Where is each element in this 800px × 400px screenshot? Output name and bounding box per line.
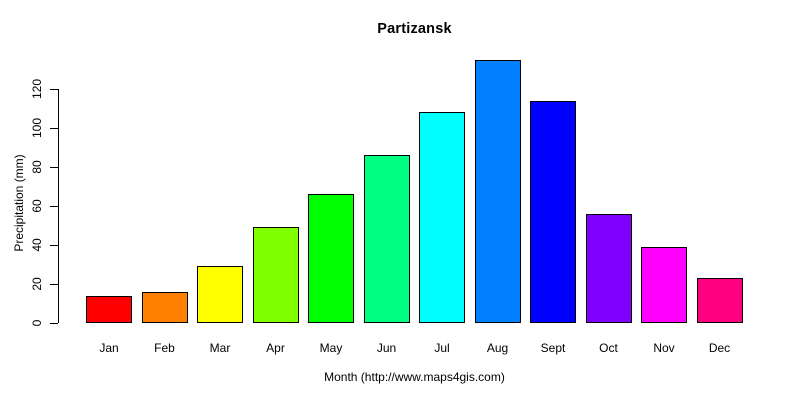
bar-feb [141,291,188,323]
bar-jan [86,295,132,323]
bar-nov [641,246,687,323]
x-tick-label-jul: Jul [434,341,450,355]
y-axis-tick [50,245,58,247]
y-axis-tick-label: 120 [30,78,44,100]
x-axis-label: Month (http://www.maps4gis.com) [324,370,505,384]
chart-title: Partizansk [377,21,452,37]
y-axis-tick [50,323,58,325]
x-tick-label-oct: Oct [599,341,618,355]
x-tick-label-nov: Nov [653,341,675,355]
bar-may [308,194,354,323]
y-axis-tick [50,128,58,130]
x-tick-label-aug: Aug [486,341,509,355]
bar-apr [252,227,299,323]
y-axis-line [58,89,60,323]
y-axis-tick [50,167,58,169]
y-axis-tick-label: 40 [30,238,44,252]
y-axis-tick-label: 60 [30,199,44,213]
x-tick-label-dec: Dec [708,341,731,355]
y-axis-tick-label: 80 [30,160,44,174]
y-axis-tick-label: 100 [30,117,44,139]
bar-aug [474,59,521,323]
y-axis-label: Precipitation (mm) [12,154,26,252]
y-axis-tick [50,206,58,208]
bar-sept [530,100,576,323]
x-tick-label-jun: Jun [376,341,397,355]
bar-jul [419,112,465,323]
y-axis-tick-label: 20 [30,277,44,291]
x-tick-label-feb: Feb [154,341,175,355]
x-tick-label-apr: Apr [266,341,285,355]
y-axis-tick [50,284,58,286]
bar-oct [585,213,632,323]
bar-mar [197,266,243,323]
bar-dec [696,278,743,323]
x-tick-label-jan: Jan [99,341,119,355]
x-tick-label-sept: Sept [540,341,566,355]
y-axis-tick-label: 0 [30,319,44,327]
x-tick-label-mar: Mar [209,341,231,355]
x-tick-label-may: May [319,341,343,355]
bar-jun [363,155,410,323]
y-axis-tick [50,89,58,91]
